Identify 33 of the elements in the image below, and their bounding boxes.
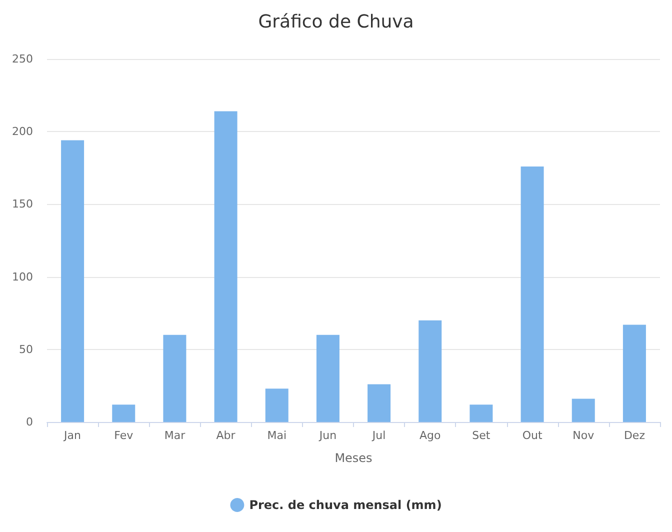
bar xyxy=(572,398,595,422)
bar xyxy=(112,404,136,422)
y-tick-label: 100 xyxy=(12,270,33,284)
bar xyxy=(163,334,186,422)
y-tick-label: 200 xyxy=(12,125,33,138)
y-tick-label: 150 xyxy=(12,198,33,211)
x-tick-label: Abr xyxy=(216,429,236,442)
x-tick-label: Nov xyxy=(572,429,595,442)
bar xyxy=(368,384,391,422)
bar xyxy=(520,166,544,422)
x-tick-label: Dez xyxy=(624,429,646,442)
chart-title: Gráfico de Chuva xyxy=(258,12,414,32)
bar xyxy=(622,324,646,422)
x-tick-label: Jan xyxy=(63,429,82,442)
x-tick-label: Out xyxy=(522,429,543,442)
bar xyxy=(61,140,84,422)
x-axis-title: Meses xyxy=(334,451,372,465)
y-tick-label: 0 xyxy=(26,416,33,428)
x-tick-label: Set xyxy=(472,429,491,442)
y-tick-label: 50 xyxy=(19,342,33,356)
bar xyxy=(470,404,493,422)
x-tick-label: Jun xyxy=(318,429,337,442)
x-tick-label: Ago xyxy=(420,429,442,442)
x-tick-label: Jul xyxy=(371,429,386,442)
x-tick-label: Fev xyxy=(114,429,134,442)
x-tick-label: Mai xyxy=(267,429,287,442)
x-tick-label: Mar xyxy=(164,429,186,442)
y-tick-label: 250 xyxy=(12,52,33,66)
bar xyxy=(316,334,340,422)
bar xyxy=(265,388,288,422)
legend-label: Prec. de chuva mensal (mm) xyxy=(249,498,442,512)
bar xyxy=(214,111,238,422)
bar xyxy=(418,320,442,422)
